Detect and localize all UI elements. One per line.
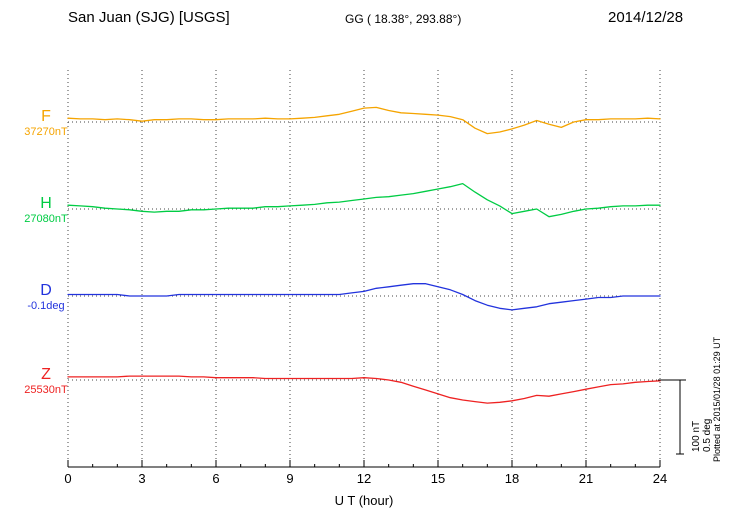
series-baseline-d: -0.1deg: [27, 300, 65, 312]
plot-date: 2014/12/28: [608, 9, 684, 26]
x-tick-label: 9: [286, 471, 293, 486]
series-label-z: Z: [41, 366, 51, 383]
trace-F: [67, 106, 661, 135]
geographic-coordinates: GG ( 18.38°, 293.88°): [345, 12, 462, 26]
series-label-f: F: [41, 108, 51, 125]
x-tick-label: 24: [653, 471, 667, 486]
scale-bar-nt-label: 100 nT: [691, 420, 702, 452]
series-label-h: H: [40, 195, 52, 212]
x-tick-label: 12: [357, 471, 371, 486]
x-tick-label: 21: [579, 471, 593, 486]
plotted-at-note: Plotted at 2015/01/28 01:29 UT: [712, 336, 722, 462]
x-tick-label: 18: [505, 471, 519, 486]
series-baseline-z: 25530nT: [24, 384, 68, 396]
trace-H: [67, 182, 661, 218]
station-title: San Juan (SJG) [USGS]: [68, 9, 230, 26]
series-baseline-f: 37270nT: [24, 126, 68, 138]
trace-D: [67, 283, 661, 311]
x-tick-label: 3: [138, 471, 145, 486]
x-tick-label: 0: [64, 471, 71, 486]
scale-bar-labels: 100 nT 0.5 deg: [691, 419, 713, 452]
x-tick-label: 15: [431, 471, 445, 486]
series-baseline-h: 27080nT: [24, 213, 68, 225]
x-axis-label: U T (hour): [334, 493, 394, 508]
trace-Z: [67, 375, 661, 404]
series-label-d: D: [40, 282, 52, 299]
x-tick-label: 6: [212, 471, 219, 486]
